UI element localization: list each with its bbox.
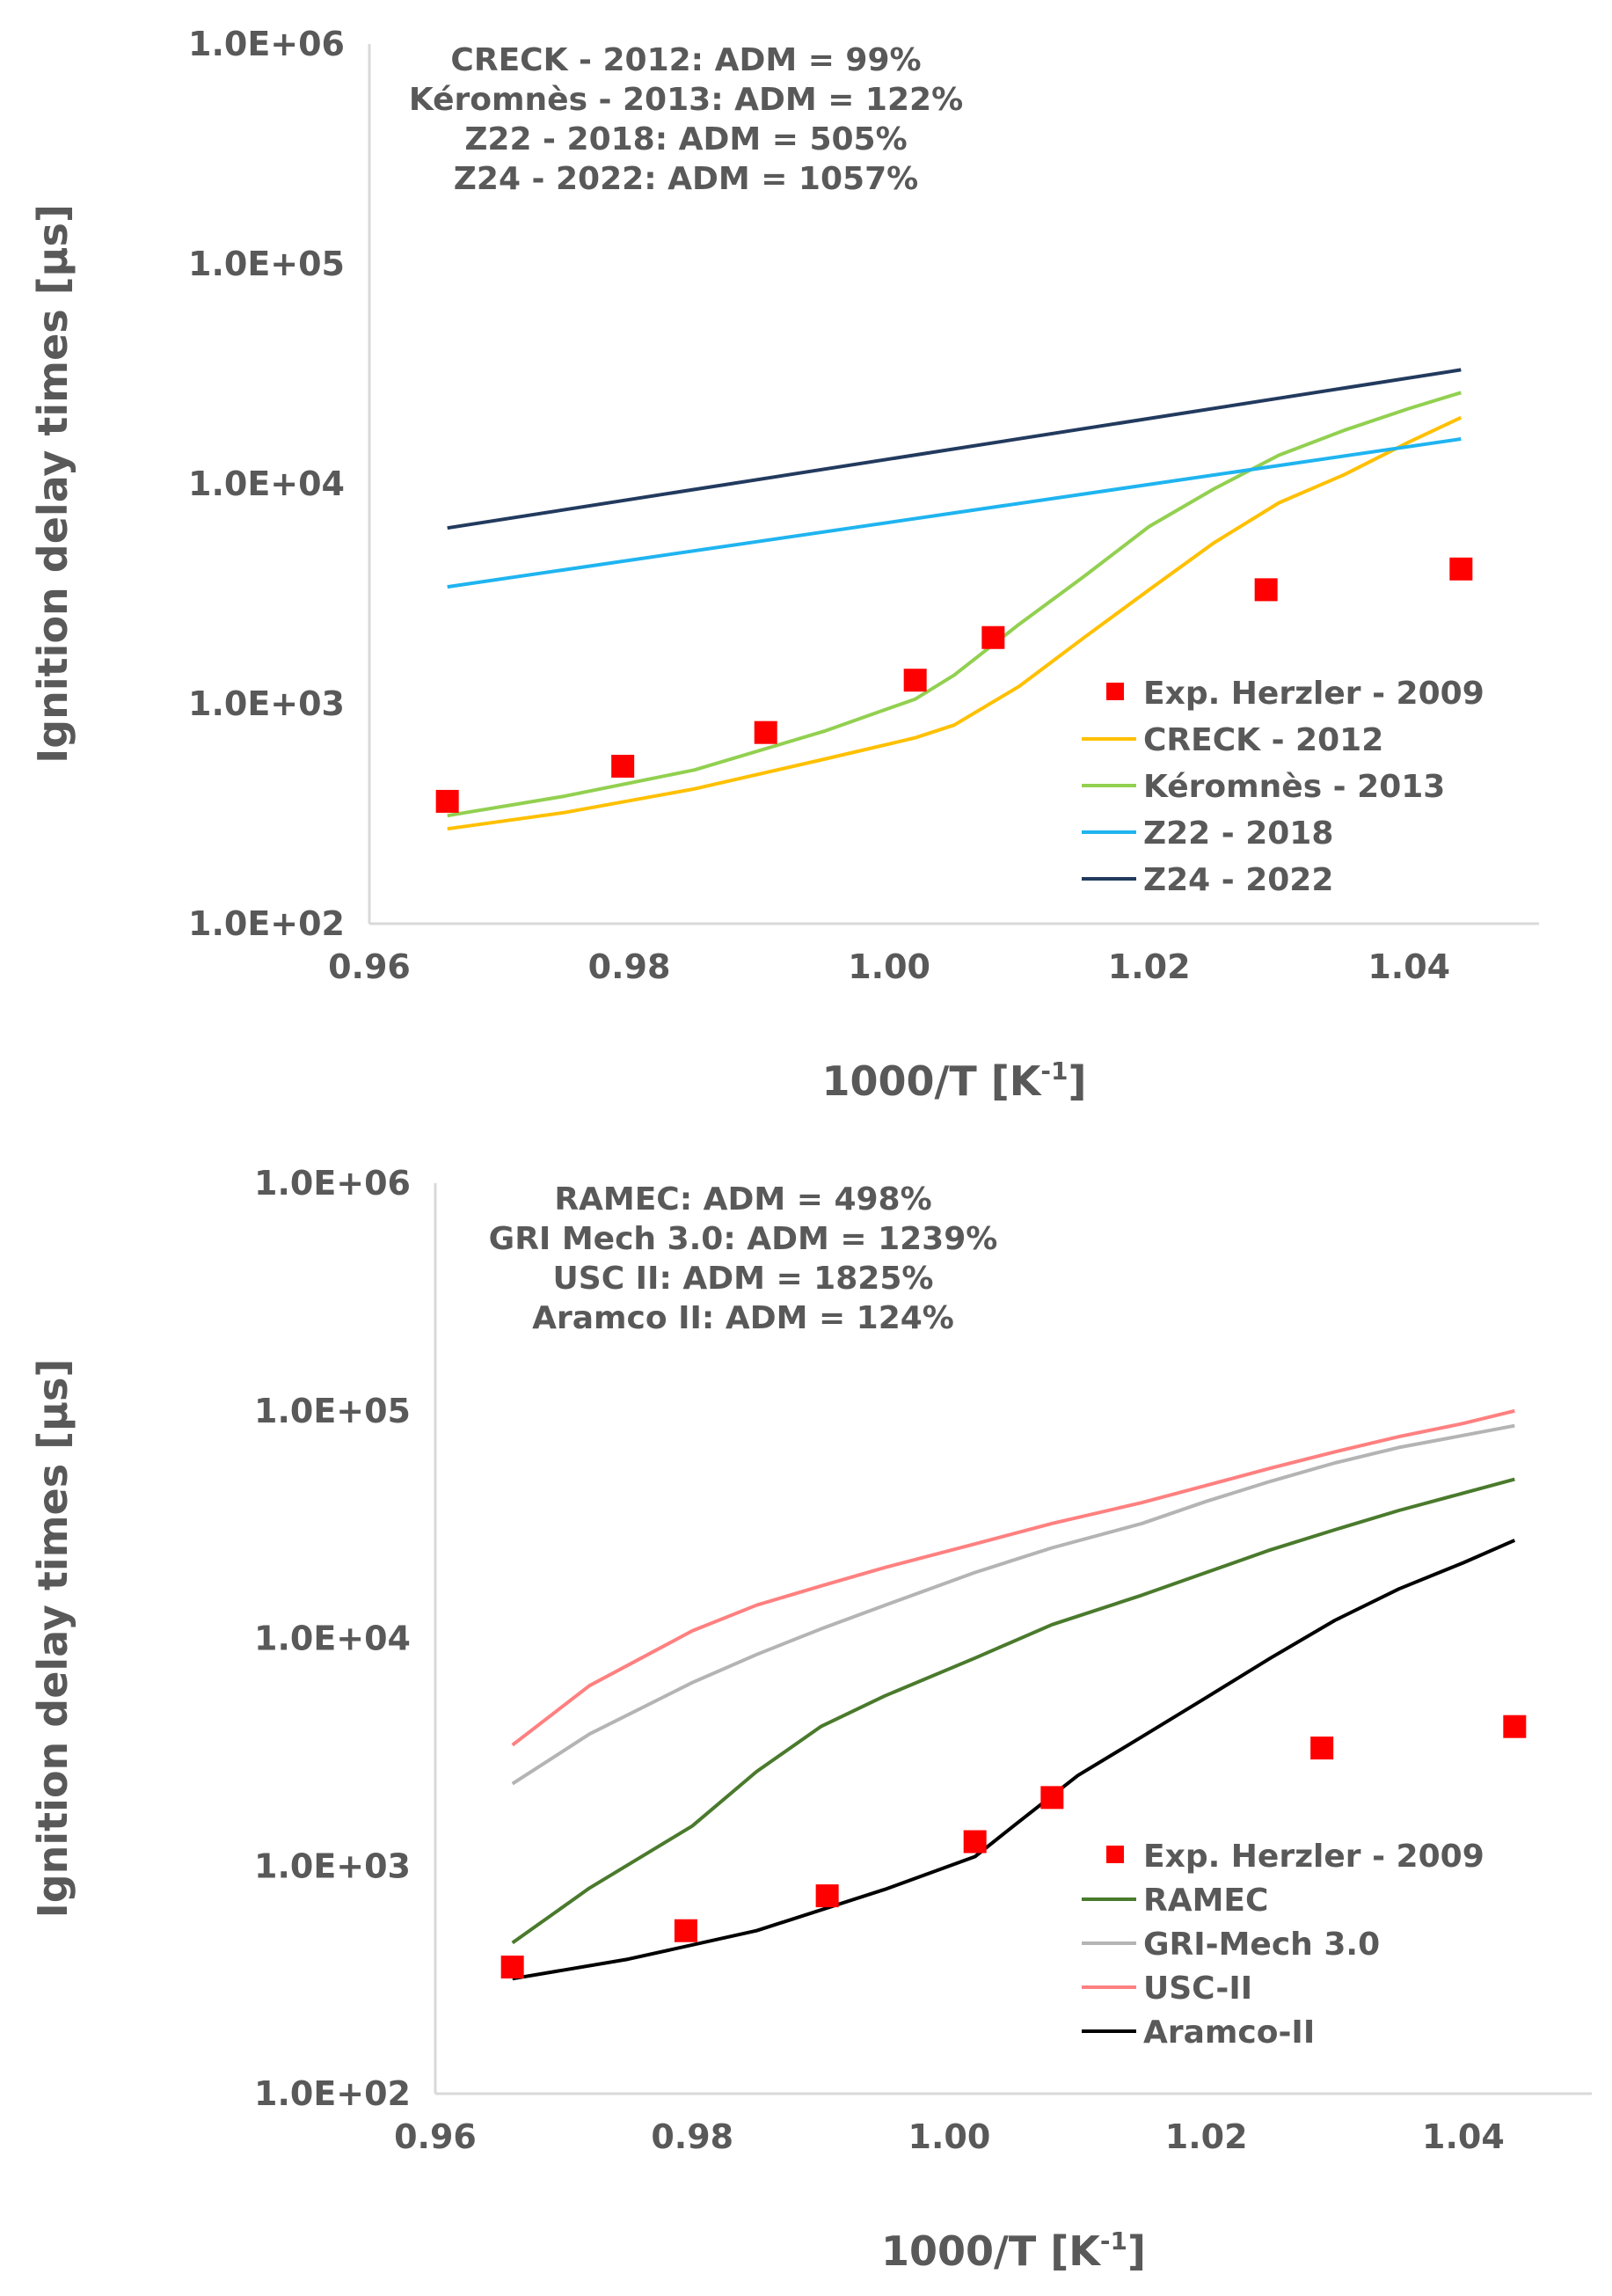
y-tick-label: 1.0E+06 xyxy=(254,1164,411,1203)
adm-annotation: USC II: ADM = 1825% xyxy=(553,1261,934,1297)
x-axis-title-superscript: -1 xyxy=(1100,2227,1127,2256)
scatter-point xyxy=(754,720,777,744)
legend-label: RAMEC xyxy=(1143,1883,1268,1919)
legend-label: Exp. Herzler - 2009 xyxy=(1143,676,1484,712)
x-axis-title: 1000/T [K-1] xyxy=(881,2227,1146,2275)
adm-annotation: Kéromnès - 2013: ADM = 122% xyxy=(409,82,963,118)
scatter-point xyxy=(1310,1737,1334,1760)
chart-2: 1.0E+02 1.0E+03 1.0E+04 1.0E+05 1.0E+06 0.96 0… xyxy=(29,1164,1592,2275)
x-tick-label: 0.96 xyxy=(328,947,411,986)
series-line-creck-2012 xyxy=(447,415,1462,831)
scatter-point xyxy=(963,1830,987,1854)
y-axis-title: Ignition delay times [µs] xyxy=(29,1359,77,1919)
x-tick-label: 0.98 xyxy=(651,2117,733,2156)
series-line-gri-mech-3-0 xyxy=(511,1423,1515,1786)
x-axis-title-main: 1000/T [K xyxy=(881,2227,1102,2275)
legend-marker xyxy=(1106,683,1124,700)
adm-annotation: RAMEC: ADM = 498% xyxy=(554,1181,931,1217)
y-axis-title: Ignition delay times [µs] xyxy=(29,204,77,764)
scatter-point xyxy=(903,669,927,692)
scatter-point xyxy=(981,625,1005,649)
scatter-point xyxy=(1449,557,1473,581)
x-tick-label: 1.00 xyxy=(908,2117,991,2156)
series-line-z24-2022 xyxy=(447,368,1462,530)
scatter-point xyxy=(674,1919,697,1942)
series-line-z22-2018 xyxy=(447,437,1462,589)
series-line-k-romn-s-2013 xyxy=(447,391,1462,818)
scatter-point xyxy=(1503,1715,1527,1738)
series-line-usc-ii xyxy=(511,1408,1515,1747)
y-tick-label: 1.0E+05 xyxy=(254,1392,411,1430)
adm-annotation: Z22 - 2018: ADM = 505% xyxy=(464,121,907,157)
adm-annotation: GRI Mech 3.0: ADM = 1239% xyxy=(489,1221,998,1257)
legend-label: Exp. Herzler - 2009 xyxy=(1143,1839,1484,1875)
x-tick-label: 0.98 xyxy=(588,947,671,986)
scatter-point xyxy=(1040,1786,1064,1810)
legend-label: Z24 - 2022 xyxy=(1143,862,1333,898)
legend-label: Aramco-II xyxy=(1143,2014,1315,2051)
adm-annotation: CRECK - 2012: ADM = 99% xyxy=(450,42,921,78)
legend-label: GRI-Mech 3.0 xyxy=(1143,1927,1380,1963)
legend-label: CRECK - 2012 xyxy=(1143,722,1383,758)
x-axis-title-superscript: -1 xyxy=(1040,1057,1068,1086)
chart-1: 1.0E+02 1.0E+03 1.0E+04 1.0E+05 1.0E+06 0.96 0… xyxy=(29,25,1539,1105)
legend-label: Z22 - 2018 xyxy=(1143,815,1333,852)
legend-label: Kéromnès - 2013 xyxy=(1143,769,1445,805)
x-tick-label: 1.02 xyxy=(1108,947,1191,986)
x-axis-title-end: ] xyxy=(1127,2227,1146,2275)
y-tick-label: 1.0E+06 xyxy=(188,25,345,63)
adm-annotation: Aramco II: ADM = 124% xyxy=(532,1300,954,1336)
y-tick-label: 1.0E+02 xyxy=(254,2074,411,2113)
scatter-point xyxy=(815,1884,839,1908)
y-tick-label: 1.0E+02 xyxy=(188,904,345,943)
x-tick-label: 1.04 xyxy=(1422,2117,1505,2156)
y-tick-label: 1.0E+03 xyxy=(188,684,345,723)
series-line-ramec xyxy=(511,1477,1515,1945)
scatter-point xyxy=(1254,578,1278,602)
x-tick-label: 0.96 xyxy=(394,2117,477,2156)
scatter-point xyxy=(435,789,459,813)
x-axis-title: 1000/T [K-1] xyxy=(821,1057,1086,1105)
x-tick-label: 1.02 xyxy=(1165,2117,1248,2156)
y-tick-label: 1.0E+05 xyxy=(188,245,345,283)
legend-label: USC-II xyxy=(1143,1971,1252,2007)
series-line-aramco-ii xyxy=(512,1539,1516,1981)
y-tick-label: 1.0E+04 xyxy=(188,464,345,503)
y-tick-label: 1.0E+04 xyxy=(254,1620,411,1658)
x-tick-label: 1.00 xyxy=(848,947,930,986)
x-tick-label: 1.04 xyxy=(1368,947,1450,986)
scatter-point xyxy=(611,754,635,778)
scatter-point xyxy=(500,1956,524,1979)
adm-annotation: Z24 - 2022: ADM = 1057% xyxy=(454,161,918,197)
y-tick-label: 1.0E+03 xyxy=(254,1846,411,1885)
legend-marker xyxy=(1106,1846,1124,1863)
x-axis-title-main: 1000/T [K xyxy=(821,1057,1042,1105)
x-axis-title-end: ] xyxy=(1068,1057,1086,1105)
